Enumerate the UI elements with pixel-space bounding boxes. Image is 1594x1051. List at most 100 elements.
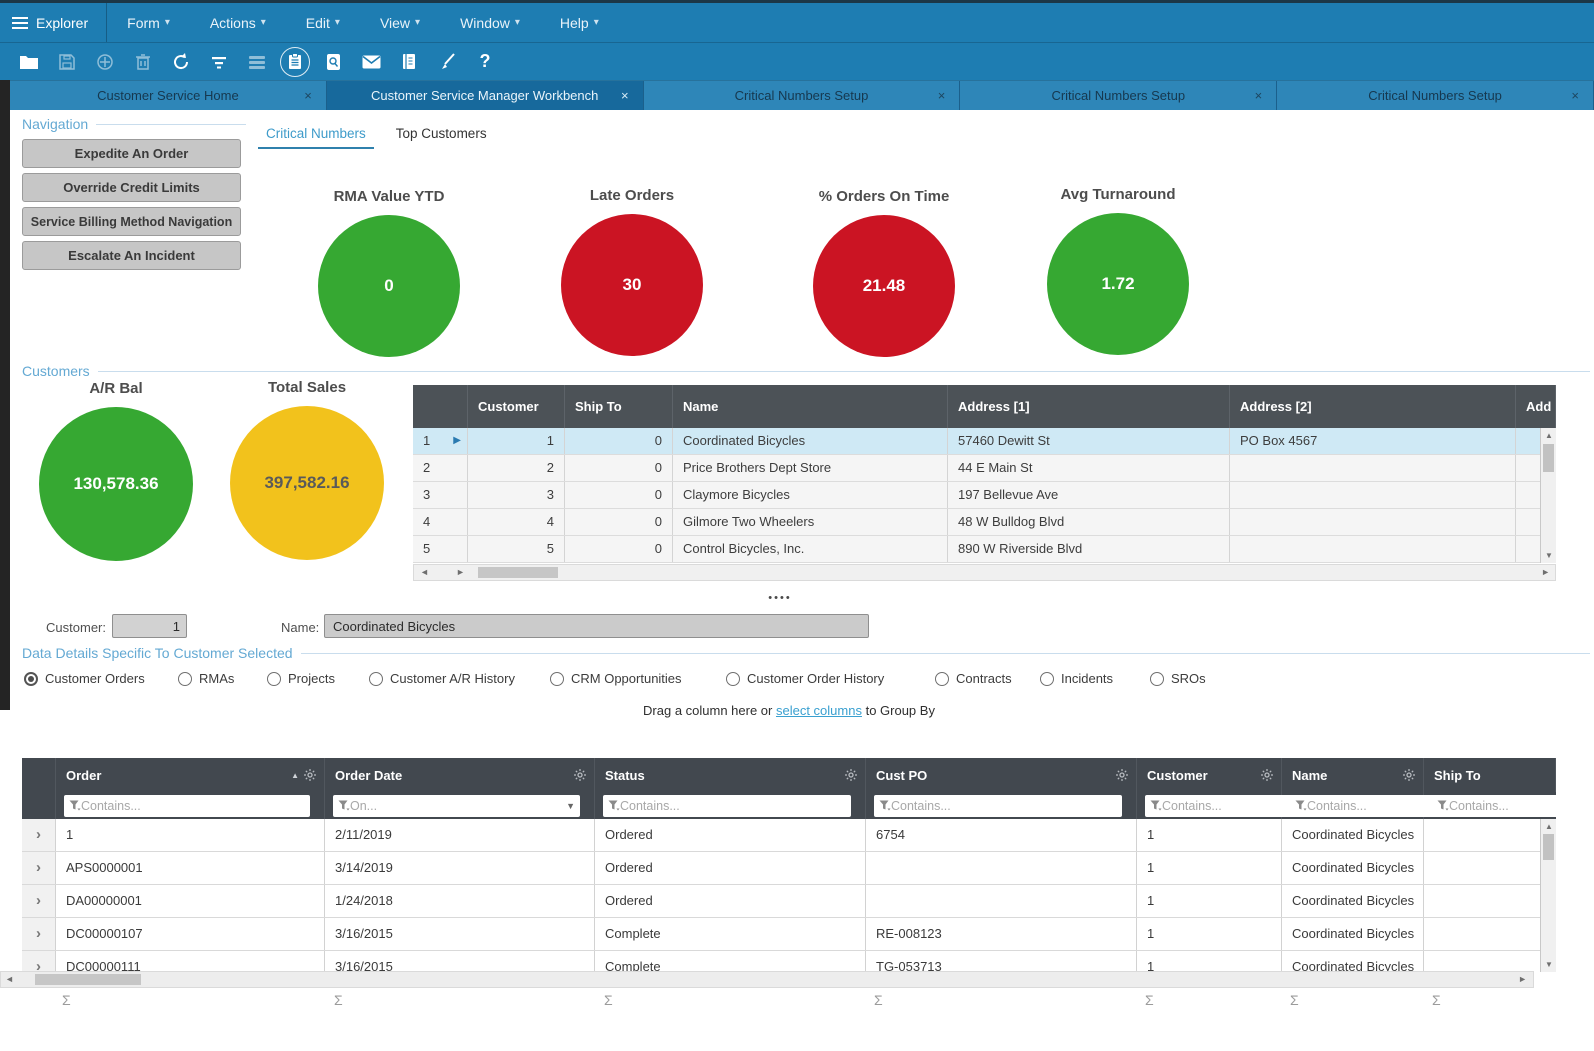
close-icon[interactable]: × bbox=[938, 88, 946, 103]
filter-funnel-icon[interactable] bbox=[879, 800, 891, 811]
table-row[interactable]: › DA00000001 1/24/2018 Ordered 1 Coordin… bbox=[22, 885, 1556, 918]
table-row[interactable]: 5 5 0 Control Bicycles, Inc. 890 W River… bbox=[413, 536, 1556, 563]
brush-icon[interactable] bbox=[428, 47, 466, 77]
close-icon[interactable]: × bbox=[621, 88, 629, 103]
column-header-rownum[interactable] bbox=[413, 385, 468, 428]
group-by-zone[interactable]: Drag a column here or select columns to … bbox=[22, 703, 1556, 718]
name-field[interactable] bbox=[324, 614, 869, 638]
column-header-cust-po[interactable]: Cust PO bbox=[866, 758, 1137, 792]
tab-customer-service-manager-workbench[interactable]: Customer Service Manager Workbench× bbox=[327, 81, 644, 110]
search-document-icon[interactable] bbox=[314, 47, 352, 77]
table-row[interactable]: 4 4 0 Gilmore Two Wheelers 48 W Bulldog … bbox=[413, 509, 1556, 536]
close-icon[interactable]: × bbox=[304, 88, 312, 103]
radio-contracts[interactable]: Contracts bbox=[935, 671, 1012, 686]
customer-grid-horizontal-scrollbar[interactable]: ◄ ► ► bbox=[413, 564, 1556, 581]
column-header-order[interactable]: Order▲ bbox=[56, 758, 325, 792]
scroll-left-icon[interactable]: ◄ bbox=[5, 974, 14, 984]
scrollbar-thumb[interactable] bbox=[35, 974, 141, 985]
row-expand-icon[interactable]: › bbox=[22, 885, 56, 917]
tab-top-customers[interactable]: Top Customers bbox=[388, 123, 495, 149]
tab-critical-numbers-setup-3[interactable]: Critical Numbers Setup× bbox=[1277, 81, 1594, 110]
ledger-icon[interactable] bbox=[390, 47, 428, 77]
expedite-an-order-button[interactable]: Expedite An Order bbox=[22, 139, 241, 168]
tab-customer-service-home[interactable]: Customer Service Home× bbox=[10, 81, 327, 110]
ship-to-filter-input[interactable] bbox=[1449, 799, 1594, 813]
table-row[interactable]: › 1 2/11/2019 Ordered 6754 1 Coordinated… bbox=[22, 819, 1556, 852]
scrollbar-thumb[interactable] bbox=[478, 567, 558, 578]
scroll-down-icon[interactable]: ▼ bbox=[1541, 960, 1557, 969]
menu-form[interactable]: Form▾ bbox=[107, 3, 190, 42]
row-expand-icon[interactable]: › bbox=[22, 951, 56, 972]
refresh-icon[interactable] bbox=[162, 47, 200, 77]
column-header-customer[interactable]: Customer bbox=[468, 385, 565, 428]
gear-icon[interactable] bbox=[1116, 769, 1128, 781]
table-row[interactable]: 2 2 0 Price Brothers Dept Store 44 E Mai… bbox=[413, 455, 1556, 482]
clipboard-icon[interactable] bbox=[280, 47, 310, 77]
orders-grid-vertical-scrollbar[interactable]: ▲ ▼ bbox=[1540, 819, 1556, 972]
scrollbar-thumb[interactable] bbox=[1543, 834, 1554, 860]
radio-incidents[interactable]: Incidents bbox=[1040, 671, 1113, 686]
cust-po-filter-input[interactable] bbox=[891, 799, 1117, 813]
target-icon[interactable] bbox=[86, 47, 124, 77]
column-header-address2[interactable]: Address [2] bbox=[1230, 385, 1516, 428]
menu-help[interactable]: Help▾ bbox=[540, 3, 619, 42]
gear-icon[interactable] bbox=[1261, 769, 1273, 781]
scroll-up-icon[interactable]: ▲ bbox=[1541, 431, 1557, 440]
table-row[interactable]: › DC00000111 3/16/2015 Complete TG-05371… bbox=[22, 951, 1556, 972]
customer-grid-vertical-scrollbar[interactable]: ▲ ▼ bbox=[1540, 428, 1556, 563]
explorer-menu[interactable]: Explorer bbox=[0, 3, 107, 42]
radio-customer-ar-history[interactable]: Customer A/R History bbox=[369, 671, 515, 686]
gear-icon[interactable] bbox=[304, 769, 316, 781]
table-row[interactable]: › APS0000001 3/14/2019 Ordered 1 Coordin… bbox=[22, 852, 1556, 885]
column-header-name[interactable]: Name bbox=[1282, 758, 1424, 792]
table-row[interactable]: 1▶ 1 0 Coordinated Bicycles 57460 Dewitt… bbox=[413, 428, 1556, 455]
override-credit-limits-button[interactable]: Override Credit Limits bbox=[22, 173, 241, 202]
column-header-address1[interactable]: Address [1] bbox=[948, 385, 1230, 428]
column-header-order-date[interactable]: Order Date bbox=[325, 758, 595, 792]
filter-funnel-icon[interactable] bbox=[338, 800, 350, 811]
close-icon[interactable]: × bbox=[1255, 88, 1263, 103]
scrollbar-thumb[interactable] bbox=[1543, 444, 1554, 472]
menu-window[interactable]: Window▾ bbox=[440, 3, 540, 42]
gear-icon[interactable] bbox=[574, 769, 586, 781]
gear-icon[interactable] bbox=[845, 769, 857, 781]
row-expand-icon[interactable]: › bbox=[22, 918, 56, 950]
escalate-an-incident-button[interactable]: Escalate An Incident bbox=[22, 241, 241, 270]
radio-projects[interactable]: Projects bbox=[267, 671, 335, 686]
status-filter-input[interactable] bbox=[620, 799, 846, 813]
help-icon[interactable]: ? bbox=[466, 47, 504, 77]
scroll-right-icon[interactable]: ► bbox=[1518, 974, 1527, 984]
menu-edit[interactable]: Edit▾ bbox=[286, 3, 360, 42]
scroll-right-icon[interactable]: ► bbox=[456, 567, 465, 577]
filter-funnel-icon[interactable] bbox=[1437, 800, 1449, 811]
column-header-name[interactable]: Name bbox=[673, 385, 948, 428]
scroll-up-icon[interactable]: ▲ bbox=[1541, 822, 1557, 831]
radio-customer-order-history[interactable]: Customer Order History bbox=[726, 671, 884, 686]
filter-funnel-icon[interactable] bbox=[69, 800, 81, 811]
save-icon[interactable] bbox=[48, 47, 86, 77]
list-icon[interactable] bbox=[238, 47, 276, 77]
open-folder-icon[interactable] bbox=[10, 47, 48, 77]
scroll-down-icon[interactable]: ▼ bbox=[1541, 551, 1557, 560]
service-billing-method-navigation-button[interactable]: Service Billing Method Navigation bbox=[22, 207, 241, 236]
email-icon[interactable] bbox=[352, 47, 390, 77]
orders-grid-horizontal-scrollbar[interactable]: ◄ ► bbox=[0, 971, 1534, 988]
row-expand-icon[interactable]: › bbox=[22, 819, 56, 851]
column-header-add[interactable]: Add bbox=[1516, 385, 1556, 428]
column-header-ship-to[interactable]: Ship To bbox=[565, 385, 673, 428]
filter-icon[interactable] bbox=[200, 47, 238, 77]
filter-funnel-icon[interactable] bbox=[608, 800, 620, 811]
chevron-down-icon[interactable]: ▼ bbox=[566, 801, 575, 811]
select-columns-link[interactable]: select columns bbox=[776, 703, 862, 718]
scroll-left-icon[interactable]: ◄ bbox=[420, 567, 429, 577]
splitter-handle[interactable]: •••• bbox=[752, 592, 808, 604]
column-header-customer[interactable]: Customer bbox=[1137, 758, 1282, 792]
row-expand-icon[interactable]: › bbox=[22, 852, 56, 884]
radio-customer-orders[interactable]: Customer Orders bbox=[24, 671, 145, 686]
menu-view[interactable]: View▾ bbox=[360, 3, 440, 42]
table-row[interactable]: › DC00000107 3/16/2015 Complete RE-00812… bbox=[22, 918, 1556, 951]
menu-actions[interactable]: Actions▾ bbox=[190, 3, 286, 42]
radio-rmas[interactable]: RMAs bbox=[178, 671, 234, 686]
delete-icon[interactable] bbox=[124, 47, 162, 77]
filter-funnel-icon[interactable] bbox=[1150, 800, 1162, 811]
